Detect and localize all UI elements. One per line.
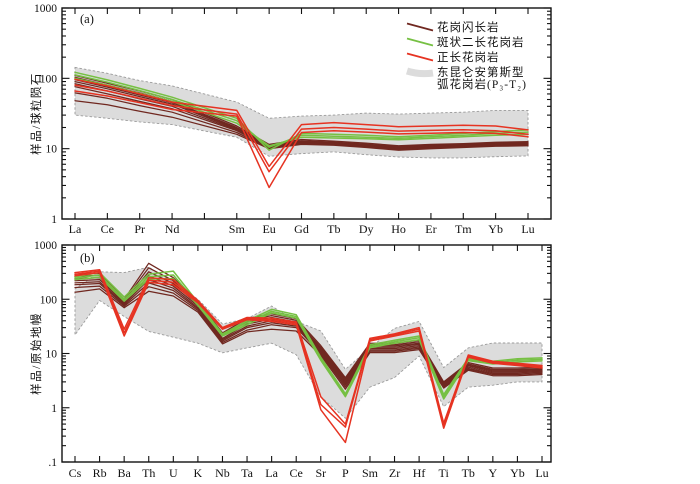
element-label: Ce xyxy=(101,222,114,236)
legend-label: 斑状二长花岗岩 xyxy=(437,35,525,49)
element-label: Dy xyxy=(359,222,374,236)
series-group-0 xyxy=(74,74,529,151)
element-label: Tb xyxy=(462,466,475,480)
element-label: Th xyxy=(142,466,155,480)
element-label: Eu xyxy=(262,222,275,236)
legend-line-swatch xyxy=(406,22,434,32)
element-label: Zr xyxy=(389,466,400,480)
sample-line-2-1 xyxy=(74,84,529,173)
panel-b: .1 1 10 100 1000 Cs Rb Ba Th U K Nb Ta La Ce Sr P Sm Zr Hf T… xyxy=(29,240,552,480)
x-axis-labels: La Ce Pr Nd Sm Eu Gd Tb Dy Ho Er Tm Yb Lu xyxy=(69,222,535,236)
y-tick-label: 10 xyxy=(46,349,58,361)
y-tick-label: 10 xyxy=(46,144,58,156)
y-tick-label: 1000 xyxy=(34,240,57,252)
panel-letter-label: (a) xyxy=(80,12,94,26)
sample-line-0-7 xyxy=(74,288,543,390)
y-tick-label: 100 xyxy=(40,73,58,85)
element-label: Ti xyxy=(439,466,450,480)
element-label: Nd xyxy=(165,222,180,236)
x-axis-ticks xyxy=(74,245,543,462)
sample-line-2-2 xyxy=(74,271,543,444)
element-label: Yb xyxy=(510,466,525,480)
element-label: Ta xyxy=(241,466,253,480)
x-axis-labels: Cs Rb Ba Th U K Nb Ta La Ce Sr P Sm Zr Hf Ti Tb Y Yb Lu xyxy=(69,466,549,480)
sample-line-2-0 xyxy=(74,78,529,168)
element-label: Rb xyxy=(93,466,107,480)
sample-line-0-7 xyxy=(74,100,529,151)
element-label: Gd xyxy=(294,222,309,236)
element-label: Pr xyxy=(134,222,145,236)
element-label: Ba xyxy=(117,466,131,480)
element-label: Sr xyxy=(315,466,326,480)
y-axis-tick-labels: 1 10 100 1000 xyxy=(34,3,57,226)
element-label: K xyxy=(194,466,203,480)
sample-line-1-0 xyxy=(74,71,529,151)
element-label: Lu xyxy=(535,466,548,480)
element-label: U xyxy=(169,466,178,480)
element-label: Cs xyxy=(69,466,82,480)
y-tick-label: .1 xyxy=(48,457,57,469)
element-label: La xyxy=(265,466,278,480)
series-group-2 xyxy=(74,268,543,444)
element-label: Y xyxy=(489,466,498,480)
element-label: Hf xyxy=(413,466,426,480)
element-label: Ho xyxy=(391,222,406,236)
legend-line-swatch xyxy=(406,37,434,47)
sample-line-2-2 xyxy=(74,90,529,189)
plot-frame xyxy=(61,7,552,220)
y-axis-tick-labels: .1 1 10 100 1000 xyxy=(34,240,57,469)
panel-a: 1 10 100 1000 La Ce Pr Nd Sm Eu Gd Tb Dy Ho Er Tm Yb Lu 样品… xyxy=(29,3,552,236)
element-label: Er xyxy=(425,222,436,236)
panel-letter-label: (b) xyxy=(80,251,95,265)
y-tick-label: 1 xyxy=(51,403,57,415)
element-label: Ce xyxy=(290,466,303,480)
element-label: P xyxy=(342,466,349,480)
x-axis-ticks xyxy=(74,8,529,219)
element-label: Lu xyxy=(521,222,534,236)
legend-band-swatch xyxy=(405,67,434,78)
sample-line-0-6 xyxy=(74,285,543,388)
element-label: Yb xyxy=(488,222,503,236)
element-label: Sm xyxy=(362,466,379,480)
y-tick-label: 1000 xyxy=(34,3,57,15)
legend-label: 正长花岗岩 xyxy=(437,50,500,64)
element-label: Tm xyxy=(455,222,472,236)
element-label: Sm xyxy=(229,222,246,236)
y-axis-title: 样品/球粒陨石 xyxy=(29,72,43,155)
y-axis-ticks xyxy=(62,7,551,220)
element-label: Nb xyxy=(215,466,230,480)
legend-line-swatch xyxy=(406,52,434,62)
y-tick-label: 1 xyxy=(51,214,57,226)
series-group-2 xyxy=(74,78,529,189)
envelope-dashed-outline xyxy=(74,66,529,159)
y-axis-ticks xyxy=(62,244,551,463)
y-axis-title: 样品/原始地幔 xyxy=(29,312,43,395)
element-label: Tb xyxy=(327,222,340,236)
y-tick-label: 100 xyxy=(40,294,58,306)
sample-line-1-1 xyxy=(74,74,529,148)
legend-label: 花岗闪长岩 xyxy=(437,20,500,34)
legend-label-line-2: 弧花岗岩(P₃-T₂) xyxy=(437,77,527,91)
element-label: La xyxy=(69,222,82,236)
legend-label-line-1: 东昆仑安第斯型 xyxy=(437,65,525,79)
